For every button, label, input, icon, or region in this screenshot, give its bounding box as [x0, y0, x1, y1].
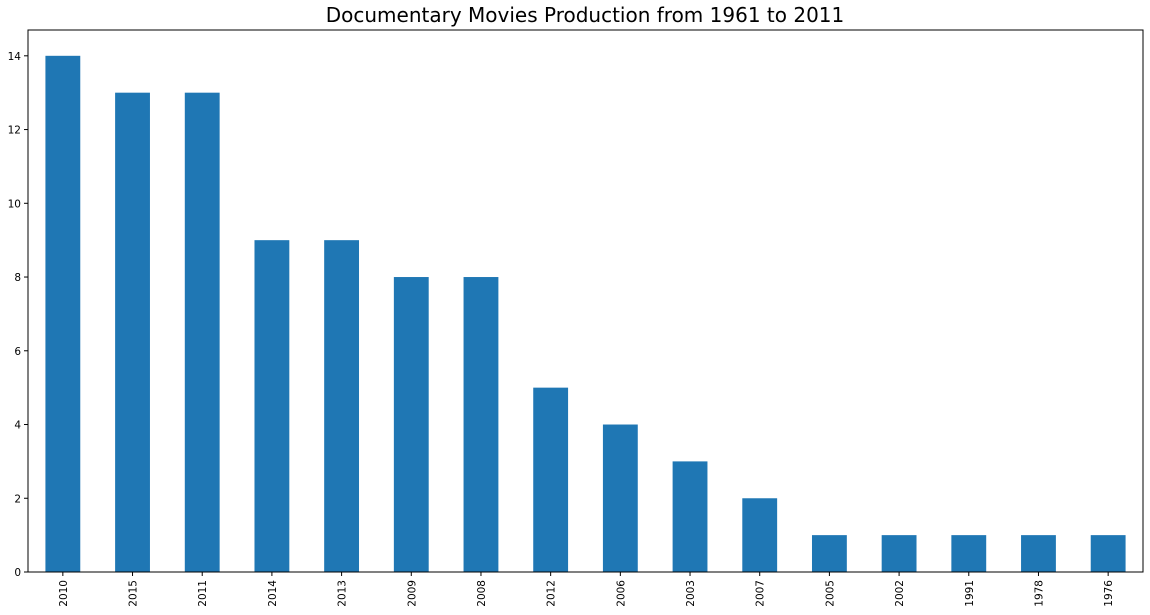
x-tick-label: 2015 [128, 580, 140, 607]
bar-1978 [1021, 535, 1056, 572]
x-tick-label: 2012 [546, 580, 558, 607]
bar-2010 [45, 55, 81, 573]
x-tick-label: 2013 [337, 580, 349, 607]
x-tick-label: 2010 [58, 580, 70, 607]
x-tick-label: 2005 [824, 580, 836, 607]
y-tick-label: 2 [14, 493, 21, 505]
bar-2003 [672, 461, 708, 572]
x-tick-label: 1991 [964, 580, 976, 607]
y-tick-label: 12 [8, 125, 21, 137]
x-tick-label: 2009 [406, 580, 418, 607]
bar-2008 [463, 277, 499, 572]
x-tick-label: 1976 [1103, 580, 1115, 607]
bar-1991 [951, 535, 987, 572]
bar-2007 [742, 498, 778, 572]
y-tick-label: 14 [8, 51, 22, 63]
bars-group [45, 55, 1126, 573]
bar-2011 [184, 92, 220, 573]
y-tick-label: 6 [14, 346, 21, 358]
bar-2009 [393, 277, 429, 572]
x-tick-label: 2006 [615, 580, 627, 607]
x-tick-label: 2002 [894, 580, 906, 607]
y-tick-label: 10 [8, 198, 21, 210]
x-tick-label: 1978 [1033, 580, 1045, 607]
x-axis: 2010 2015 2011 2014 2013 2009 2008 2012 2006 2003… [58, 572, 1115, 607]
chart-title: Documentary Movies Production from 1961 … [326, 3, 845, 27]
bar-1976 [1090, 535, 1126, 572]
bar-2012 [533, 387, 569, 572]
x-tick-label: 2003 [685, 580, 697, 607]
bar-2015 [115, 92, 150, 573]
y-axis: 0 2 4 6 8 10 12 14 [8, 51, 28, 579]
x-tick-label: 2011 [197, 580, 209, 607]
bar-2006 [602, 424, 638, 572]
bar-2013 [324, 240, 360, 572]
bar-2014 [254, 240, 290, 572]
y-tick-label: 4 [14, 420, 21, 432]
y-tick-label: 0 [14, 567, 21, 579]
bar-2002 [881, 535, 917, 572]
x-tick-label: 2008 [476, 580, 488, 607]
y-tick-label: 8 [14, 272, 21, 284]
plot-frame [27, 29, 1144, 573]
x-tick-label: 2007 [755, 580, 767, 607]
x-tick-label: 2014 [267, 580, 279, 607]
bar-2005 [811, 535, 847, 572]
